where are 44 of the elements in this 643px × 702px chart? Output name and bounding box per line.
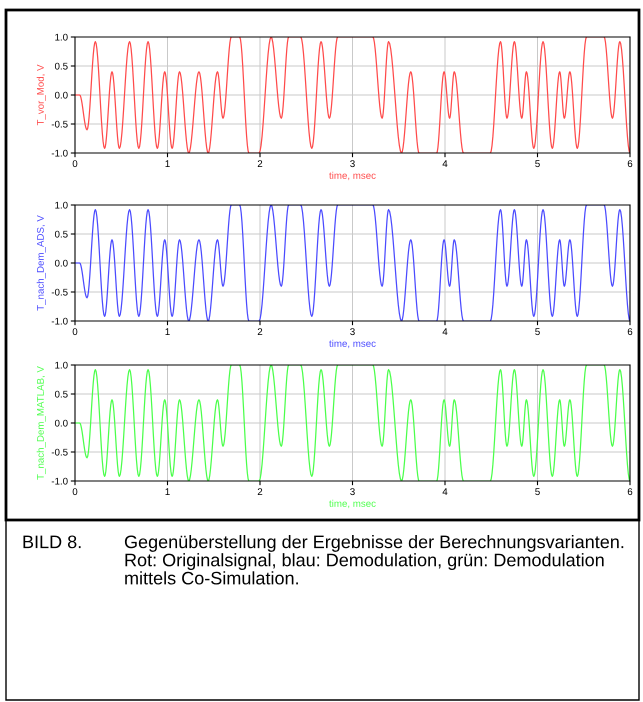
y-tick-label: 0.0 [54,92,68,99]
x-tick-label: 2 [258,488,262,495]
x-tick-label: 2 [258,328,262,335]
x-tick-label: 6 [628,488,632,496]
y-axis-title: T_nach_Dem_ADS, V [36,215,46,311]
x-tick-label: 2 [258,160,262,167]
text: Gegenüberstellung der Ergebnisse der Berechnungsvarianten. Rot: Originalsignal, blau: Demodulation, grün: Demodulation mittels Co-Simulation. [124,535,624,585]
x-tick-label: 3 [350,328,355,336]
y-axis-title: T_vor_Mod, V [36,64,46,126]
y-tick-label: 0.5 [54,62,68,70]
y-tick-label: -0.5 [52,288,68,296]
x-tick-label: 6 [628,160,632,168]
y-tick-label: 0.0 [54,260,68,267]
x-tick-label: 4 [442,160,448,167]
x-tick-label: 6 [628,328,632,336]
x-axis-title: time, msec [329,172,376,180]
y-tick-label: 0.5 [54,390,68,398]
y-tick-label: -0.5 [52,448,68,456]
y-tick-label: -1.0 [52,318,68,325]
y-tick-label: -1.0 [52,150,68,157]
x-tick-label: 0 [72,488,78,496]
x-tick-label: 0 [72,160,78,168]
y-tick-label: 1.0 [55,202,68,209]
x-tick-label: 1 [166,160,170,167]
y-axis-title: T_nach_Dem_MATLAB, V [36,366,46,480]
y-tick-label: 1.0 [55,362,68,369]
y-tick-label: -0.5 [52,120,68,128]
x-tick-label: 4 [442,488,448,495]
y-tick-label: -1.0 [52,478,68,485]
x-tick-label: 4 [442,328,448,335]
text: BILD 8. [23,535,81,548]
y-tick-label: 1.0 [55,34,68,41]
x-axis-title: time, msec [329,340,376,348]
x-tick-label: 1 [166,328,170,335]
x-axis-title: time, msec [329,500,376,508]
x-tick-label: 3 [350,488,355,496]
x-tick-label: 1 [166,488,170,495]
y-tick-label: 0.0 [54,420,68,427]
x-tick-label: 0 [72,328,78,336]
x-tick-label: 5 [535,160,540,168]
y-tick-label: 0.5 [54,230,68,238]
x-tick-label: 3 [350,160,355,168]
x-tick-label: 5 [535,488,540,496]
x-tick-label: 5 [535,328,540,336]
